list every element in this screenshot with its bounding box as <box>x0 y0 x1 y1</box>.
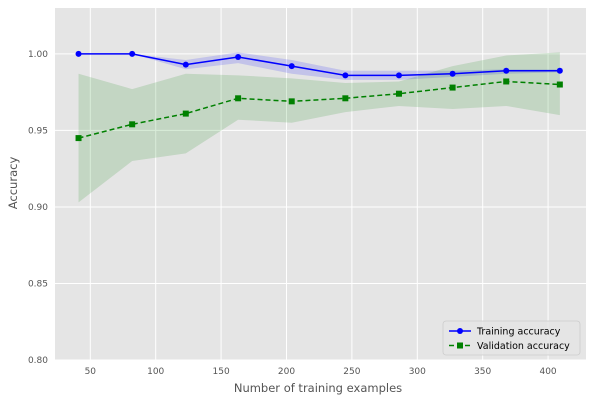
validation-accuracy-point <box>288 98 295 105</box>
y-tick-label: 0.80 <box>28 356 48 366</box>
plot-background <box>55 8 586 360</box>
x-tick-label: 50 <box>85 367 97 377</box>
training-accuracy-band <box>78 52 560 80</box>
validation-accuracy-band <box>78 52 560 203</box>
validation-accuracy-point <box>129 121 136 128</box>
validation-accuracy-line <box>78 80 560 139</box>
legend-training-label: Training accuracy <box>476 327 561 338</box>
validation-accuracy-point <box>395 90 402 97</box>
y-tick-label: 1.00 <box>28 50 48 60</box>
y-tick-label: 0.85 <box>28 279 48 289</box>
validation-accuracy-point <box>556 81 563 88</box>
x-tick-label: 300 <box>409 367 426 377</box>
x-tick-label: 200 <box>278 367 295 377</box>
x-tick-labels: 50 100 150 200 250 300 350 400 <box>85 367 557 377</box>
validation-accuracy-point <box>75 135 82 142</box>
y-axis-title: Accuracy <box>6 157 20 210</box>
x-tick-label: 150 <box>213 367 230 377</box>
validation-accuracy-point <box>182 110 189 117</box>
confidence-bands <box>78 52 560 203</box>
training-accuracy-point <box>449 70 456 77</box>
legend-training-marker <box>457 328 463 334</box>
y-tick-labels: 0.80 0.85 0.90 0.95 1.00 <box>28 50 48 366</box>
training-accuracy-point <box>182 61 189 68</box>
y-tick-label: 0.95 <box>28 126 48 136</box>
training-accuracy-point <box>342 72 349 79</box>
y-tick-label: 0.90 <box>28 203 48 213</box>
series-markers <box>75 50 563 142</box>
x-tick-label: 400 <box>539 367 556 377</box>
legend-box <box>442 320 581 356</box>
validation-accuracy-point <box>235 95 242 102</box>
series-lines <box>78 53 560 139</box>
legend: Training accuracy Validation accuracy <box>442 320 581 356</box>
training-accuracy-point <box>75 50 82 57</box>
x-axis-title: Number of training examples <box>234 381 402 395</box>
training-accuracy-point <box>556 67 563 74</box>
validation-accuracy-point <box>342 95 349 102</box>
legend-validation-label: Validation accuracy <box>477 341 570 352</box>
validation-accuracy-point <box>449 84 456 91</box>
training-accuracy-point <box>503 67 510 74</box>
training-accuracy-point <box>129 50 136 57</box>
x-tick-label: 100 <box>147 367 164 377</box>
training-accuracy-point <box>288 63 295 70</box>
legend-validation-marker <box>457 342 463 349</box>
x-tick-label: 250 <box>343 367 360 377</box>
training-accuracy-line <box>78 53 560 77</box>
validation-accuracy-point <box>503 78 510 85</box>
x-tick-label: 350 <box>474 367 491 377</box>
training-accuracy-point <box>395 72 402 79</box>
training-accuracy-point <box>235 53 242 60</box>
grid-lines <box>55 8 586 361</box>
